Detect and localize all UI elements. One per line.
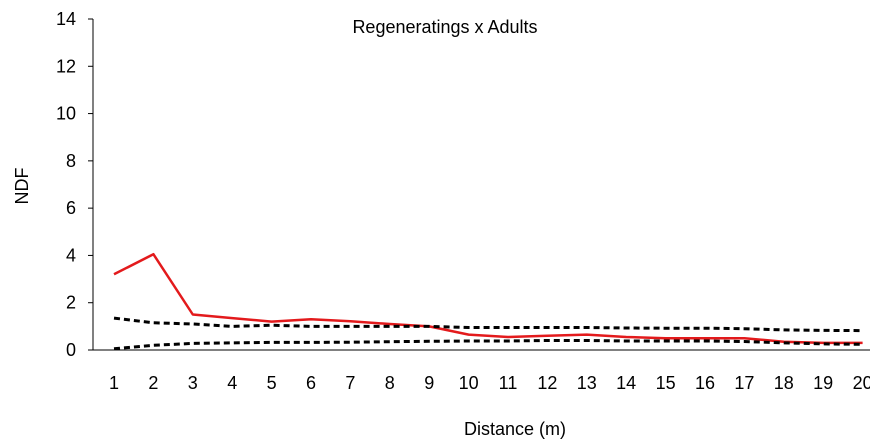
- x-tick-label: 8: [385, 373, 395, 393]
- x-tick-label: 13: [577, 373, 597, 393]
- x-tick-label: 11: [499, 373, 518, 393]
- x-tick-label: 14: [616, 373, 636, 393]
- x-tick-label: 1: [109, 373, 119, 393]
- x-tick-label: 12: [537, 373, 557, 393]
- x-tick-label: 16: [695, 373, 715, 393]
- x-tick-label: 10: [459, 373, 479, 393]
- y-tick-label: 4: [66, 245, 76, 265]
- series-line-observed: [113, 252, 863, 345]
- x-tick-label: 5: [267, 373, 277, 393]
- series-line-dashed-1: [113, 316, 863, 333]
- y-tick-label: 2: [66, 293, 76, 313]
- y-tick-label: 0: [66, 340, 76, 360]
- y-tick-label: 8: [66, 151, 76, 171]
- y-axis-ticks: 0 2 4 6 8 10 12 14: [56, 9, 93, 360]
- x-tick-label: 17: [734, 373, 754, 393]
- x-axis-ticks: 1 2 3 4 5 6 7 8 9 10 11 12 13 14 15 16 17 18 19 20: [109, 373, 870, 393]
- y-tick-label: 6: [66, 198, 76, 218]
- x-tick-label: 6: [306, 373, 316, 393]
- x-tick-label: 18: [774, 373, 794, 393]
- x-tick-label: 3: [188, 373, 198, 393]
- x-axis-title: Distance (m): [464, 419, 566, 439]
- y-tick-label: 10: [56, 104, 76, 124]
- x-tick-label: 19: [813, 373, 833, 393]
- x-tick-label: 15: [656, 373, 676, 393]
- y-tick-label: 12: [56, 56, 76, 76]
- chart-title: Regeneratings x Adults: [352, 17, 537, 37]
- series-lines: [113, 252, 863, 351]
- x-tick-label: 20: [853, 373, 870, 393]
- series-line-dashed-2: [113, 339, 863, 351]
- x-tick-label: 9: [424, 373, 434, 393]
- y-tick-label: 14: [56, 9, 76, 29]
- x-tick-label: 2: [148, 373, 158, 393]
- x-tick-label: 4: [227, 373, 237, 393]
- y-axis-title: NDF: [12, 168, 32, 205]
- x-tick-label: 7: [345, 373, 355, 393]
